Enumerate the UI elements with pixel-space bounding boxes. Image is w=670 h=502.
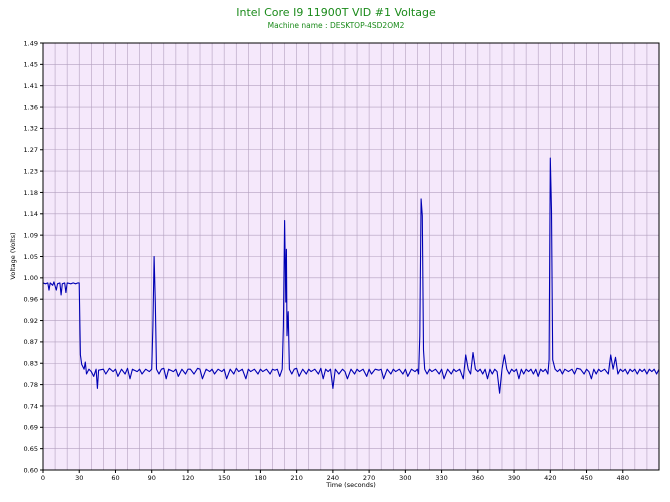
y-axis-label: Voltage (Volts)	[9, 232, 17, 279]
y-tick-label: 1.18	[24, 189, 38, 197]
y-tick-label: 0.78	[24, 381, 38, 389]
y-tick-label: 0.69	[24, 424, 38, 432]
y-tick-label: 1.14	[24, 210, 38, 218]
x-tick-label: 210	[290, 474, 302, 482]
x-tick-label: 60	[111, 474, 119, 482]
x-tick-label: 0	[41, 474, 45, 482]
x-tick-label: 450	[580, 474, 592, 482]
y-tick-label: 1.45	[24, 61, 38, 69]
y-axis-ticks: 0.60 0.65 0.69 0.74 0.78 0.83 0.87 0.92 0.96 1.00…	[24, 39, 43, 474]
x-tick-label: 90	[148, 474, 156, 482]
y-tick-label: 1.41	[24, 82, 38, 90]
y-tick-label: 0.74	[24, 402, 38, 410]
y-tick-label: 0.83	[24, 360, 38, 368]
y-tick-label: 1.49	[24, 39, 38, 47]
y-tick-label: 0.87	[24, 338, 38, 346]
y-tick-label: 1.09	[24, 231, 38, 239]
y-tick-label: 1.05	[24, 253, 38, 261]
x-axis-label: Time (seconds)	[325, 481, 376, 489]
grid	[43, 43, 659, 470]
chart-title: Intel Core I9 11900T VID #1 Voltage	[236, 6, 436, 19]
x-tick-label: 480	[617, 474, 629, 482]
chart-subtitle: Machine name : DESKTOP-4SD2OM2	[268, 21, 405, 30]
x-tick-label: 360	[472, 474, 484, 482]
x-tick-label: 420	[544, 474, 556, 482]
x-tick-label: 120	[182, 474, 194, 482]
y-tick-label: 1.00	[24, 274, 38, 282]
y-tick-label: 1.36	[24, 103, 38, 111]
y-tick-label: 1.23	[24, 167, 38, 175]
x-tick-label: 180	[254, 474, 266, 482]
x-tick-label: 330	[435, 474, 447, 482]
y-tick-label: 0.60	[24, 466, 38, 474]
y-tick-label: 0.96	[24, 296, 38, 304]
x-tick-label: 300	[399, 474, 411, 482]
y-tick-label: 0.92	[24, 317, 38, 325]
x-tick-label: 390	[508, 474, 520, 482]
y-tick-label: 1.32	[24, 125, 38, 133]
y-tick-label: 0.65	[24, 445, 38, 453]
x-tick-label: 150	[218, 474, 230, 482]
x-tick-label: 30	[75, 474, 83, 482]
y-tick-label: 1.27	[24, 146, 38, 154]
